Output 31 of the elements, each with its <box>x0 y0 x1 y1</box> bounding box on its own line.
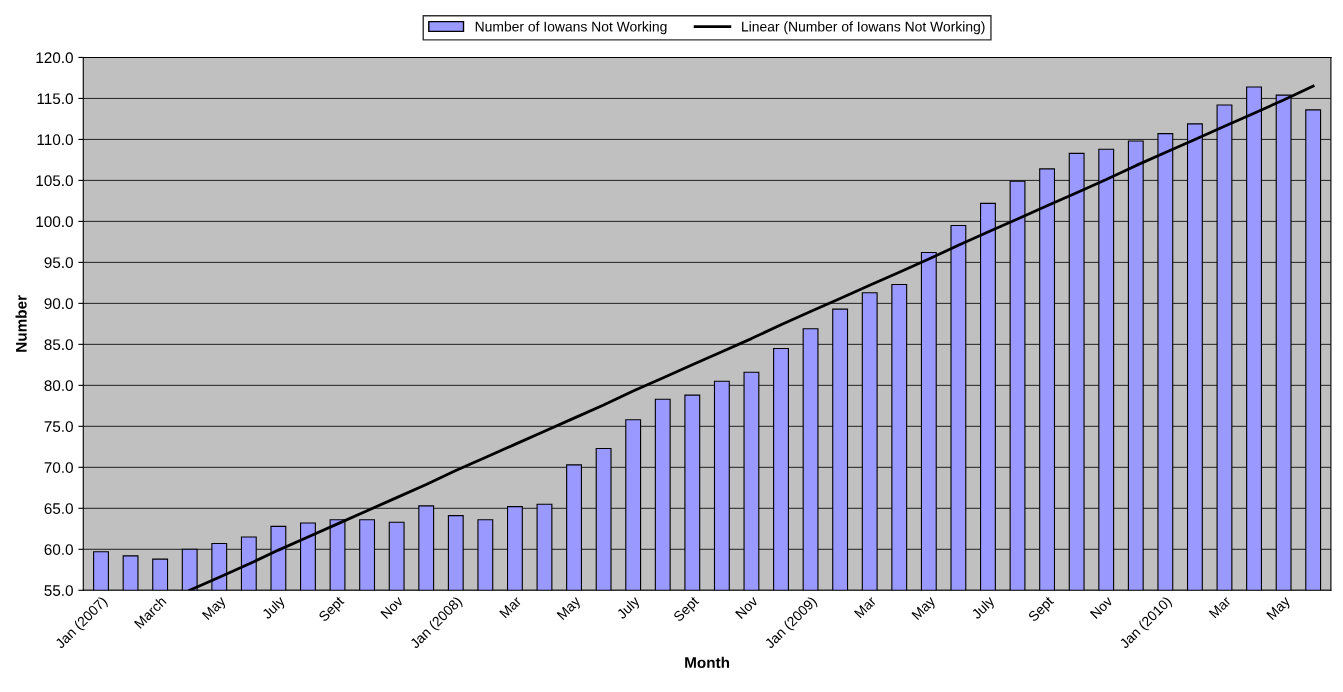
x-tick-label: Nov <box>1089 595 1114 620</box>
y-tick-label: 70.0 <box>44 462 73 473</box>
y-tick-label: 80.0 <box>44 380 73 392</box>
x-tick-label: July <box>261 595 288 622</box>
x-tick-label: Nov <box>735 595 759 620</box>
y-tick-label: 75.0 <box>44 421 73 433</box>
x-tick-label: July <box>615 595 643 622</box>
y-tick-label: 120.0 <box>36 52 73 64</box>
x-tick-label: Mar <box>853 595 877 619</box>
x-tick-label: May <box>201 595 229 623</box>
y-axis-title: Number <box>15 295 27 352</box>
y-tick-label: 105.0 <box>36 175 73 187</box>
y-tick-label: 115.0 <box>37 93 73 105</box>
x-tick-label: May <box>911 595 938 623</box>
x-tick-label: July <box>970 595 998 622</box>
y-tick-label: 90.0 <box>44 298 73 310</box>
y-tick-label: 55.0 <box>44 585 73 596</box>
y-tick-label: 110.0 <box>37 134 73 146</box>
legend-label: Number of Iowans Not Working <box>475 21 667 35</box>
x-tick-label: May <box>1266 595 1293 623</box>
y-tick-label: 100.0 <box>36 216 73 228</box>
x-tick-label: Mar <box>499 595 522 619</box>
x-tick-label: May <box>556 595 584 623</box>
x-axis-title: Month <box>685 656 730 669</box>
legend-label: Linear (Number of Iowans Not Working) <box>742 21 985 35</box>
y-tick-label: 60.0 <box>44 544 73 555</box>
y-tick-label: 85.0 <box>44 339 73 351</box>
x-tick-label: Nov <box>380 595 404 620</box>
y-tick-label: 65.0 <box>44 503 73 514</box>
y-tick-label: 95.0 <box>44 257 73 269</box>
x-tick-label: Mar <box>1208 595 1232 619</box>
